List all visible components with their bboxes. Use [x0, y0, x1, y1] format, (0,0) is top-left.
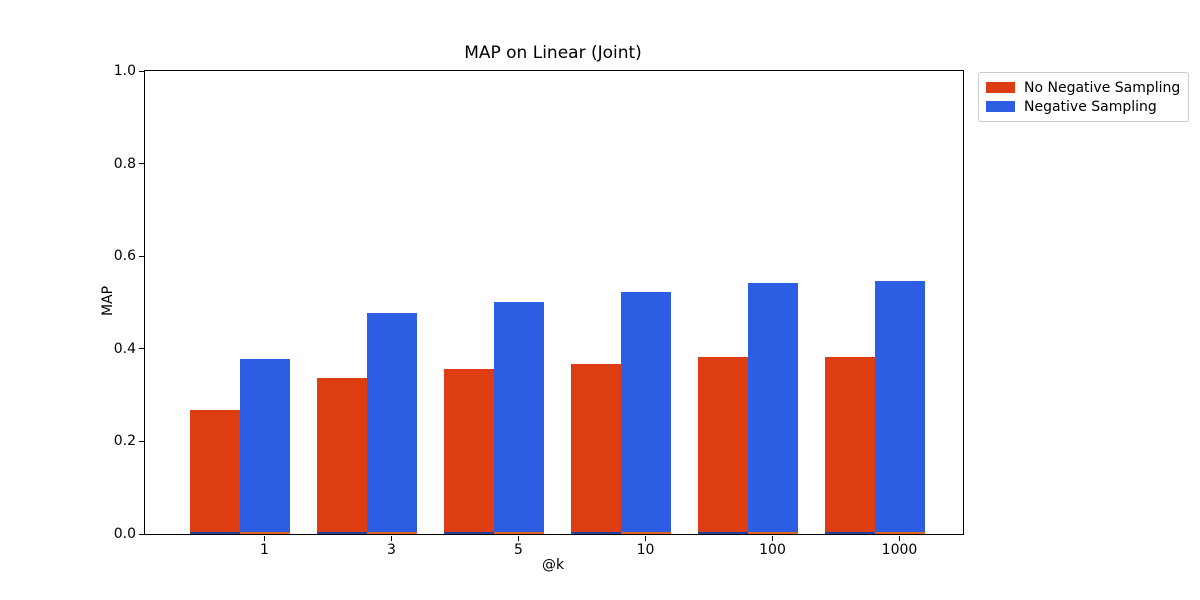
- baseline-stub-10-1: [620, 531, 671, 534]
- x-axis-label: @k: [541, 557, 565, 573]
- bar-no-negative-sampling-3: [316, 377, 367, 534]
- x-tick-mark: [899, 536, 900, 541]
- y-tick-label: 0.6: [113, 248, 136, 265]
- y-tick-label: 1.0: [113, 63, 136, 79]
- legend-row: Negative Sampling: [986, 97, 1180, 116]
- y-axis-label: MAP: [100, 285, 116, 317]
- chart-title: MAP on Linear (Joint): [464, 43, 642, 63]
- baseline-stub-100-0: [697, 531, 748, 534]
- y-tick-mark: [139, 255, 144, 257]
- legend-swatch-0: [986, 82, 1015, 93]
- y-tick-mark: [139, 163, 144, 165]
- x-tick-label: 1: [260, 542, 269, 558]
- legend-swatch-1: [986, 101, 1015, 112]
- y-tick-label: 0.2: [113, 433, 136, 450]
- x-tick-mark: [645, 536, 646, 541]
- y-tick-label: 0.8: [113, 155, 136, 172]
- bar-negative-sampling-1000: [874, 281, 925, 534]
- bar-no-negative-sampling-10: [570, 364, 621, 534]
- y-tick-label: 0.0: [113, 526, 136, 542]
- bar-no-negative-sampling-1: [189, 410, 240, 534]
- baseline-stub-3-0: [316, 531, 367, 534]
- baseline-stub-3-1: [366, 531, 417, 534]
- x-tick-mark: [772, 536, 773, 541]
- bar-negative-sampling-1: [239, 359, 290, 534]
- y-tick-mark: [139, 70, 144, 72]
- baseline-stub-1000-1: [874, 531, 925, 534]
- baseline-stub-100-1: [747, 531, 798, 534]
- x-tick-label: 100: [759, 542, 786, 558]
- baseline-stub-5-0: [443, 531, 494, 534]
- baseline-stub-1-0: [189, 531, 240, 534]
- legend-row: No Negative Sampling: [986, 78, 1180, 97]
- baseline-stub-10-0: [570, 531, 621, 534]
- plot-area: 0.0 0.2 0.4 0.6 0.8 1.0 1 3 5 10 100 1000: [114, 63, 964, 558]
- legend-label: No Negative Sampling: [1024, 79, 1181, 96]
- x-tick-label: 5: [514, 542, 523, 558]
- bar-no-negative-sampling-1000: [824, 356, 875, 534]
- bar-no-negative-sampling-100: [697, 356, 748, 534]
- bar-negative-sampling-5: [493, 301, 544, 534]
- baseline-stub-5-1: [493, 531, 544, 534]
- baseline-stub-1000-0: [824, 531, 875, 534]
- x-tick-mark: [518, 536, 519, 541]
- y-tick-mark: [139, 533, 144, 535]
- bar-no-negative-sampling-5: [443, 369, 494, 534]
- y-tick-mark: [139, 440, 144, 442]
- y-tick-mark: [139, 348, 144, 350]
- x-tick-mark: [264, 536, 265, 541]
- x-tick-label: 3: [387, 542, 396, 558]
- bar-negative-sampling-100: [747, 282, 798, 534]
- x-tick-mark: [391, 536, 392, 541]
- legend-label: Negative Sampling: [1024, 98, 1157, 115]
- baseline-stub-1-1: [239, 531, 290, 534]
- bar-negative-sampling-3: [366, 313, 417, 534]
- y-tick-label: 0.4: [113, 340, 136, 357]
- legend: No Negative Sampling Negative Sampling: [978, 72, 1189, 122]
- x-tick-label: 10: [636, 542, 655, 558]
- bar-negative-sampling-10: [620, 291, 671, 534]
- x-tick-label: 1000: [881, 542, 918, 558]
